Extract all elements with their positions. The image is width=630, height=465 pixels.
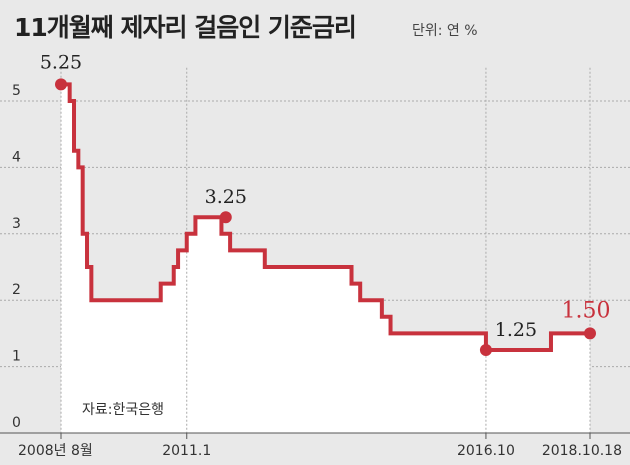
area-fill	[61, 84, 590, 434]
x-tick-label-0: 2008년 8월	[18, 443, 93, 459]
data-markers	[55, 78, 596, 356]
data-label-3.25: 3.25	[205, 186, 247, 208]
x-axis-ticks: 2008년 8월 2011.1 2016.10 2018.10.18	[18, 433, 622, 459]
unit-label: 단위: 연 %	[412, 23, 478, 39]
x-tick-label-3: 2018.10.18	[542, 443, 622, 459]
rate-line	[61, 82, 590, 352]
y-tick-0: 0	[12, 415, 21, 431]
x-grid-lines	[60, 67, 591, 433]
data-point-1.50	[584, 327, 596, 340]
chart-title: 11개월째 제자리 걸음인 기준금리	[14, 13, 357, 42]
y-tick-2: 2	[12, 282, 21, 298]
data-point-5.25	[55, 78, 67, 91]
source-note: 자료:한국은행	[82, 402, 164, 418]
data-label-1.50: 1.50	[562, 298, 611, 323]
data-label-5.25: 5.25	[40, 51, 82, 73]
x-tick-label-1: 2011.1	[162, 443, 211, 459]
y-tick-3: 3	[12, 216, 21, 232]
data-point-1.25	[479, 344, 492, 356]
data-point-3.25	[219, 211, 232, 224]
data-labels: 5.25 3.25 1.25 1.50	[40, 51, 611, 341]
x-tick-label-2: 2016.10	[457, 443, 515, 459]
y-axis-ticks: 0 1 2 3 4 5	[12, 83, 21, 431]
y-tick-4: 4	[12, 149, 21, 165]
data-label-1.25: 1.25	[495, 319, 537, 341]
y-tick-5: 5	[12, 83, 21, 99]
y-tick-1: 1	[12, 349, 21, 365]
